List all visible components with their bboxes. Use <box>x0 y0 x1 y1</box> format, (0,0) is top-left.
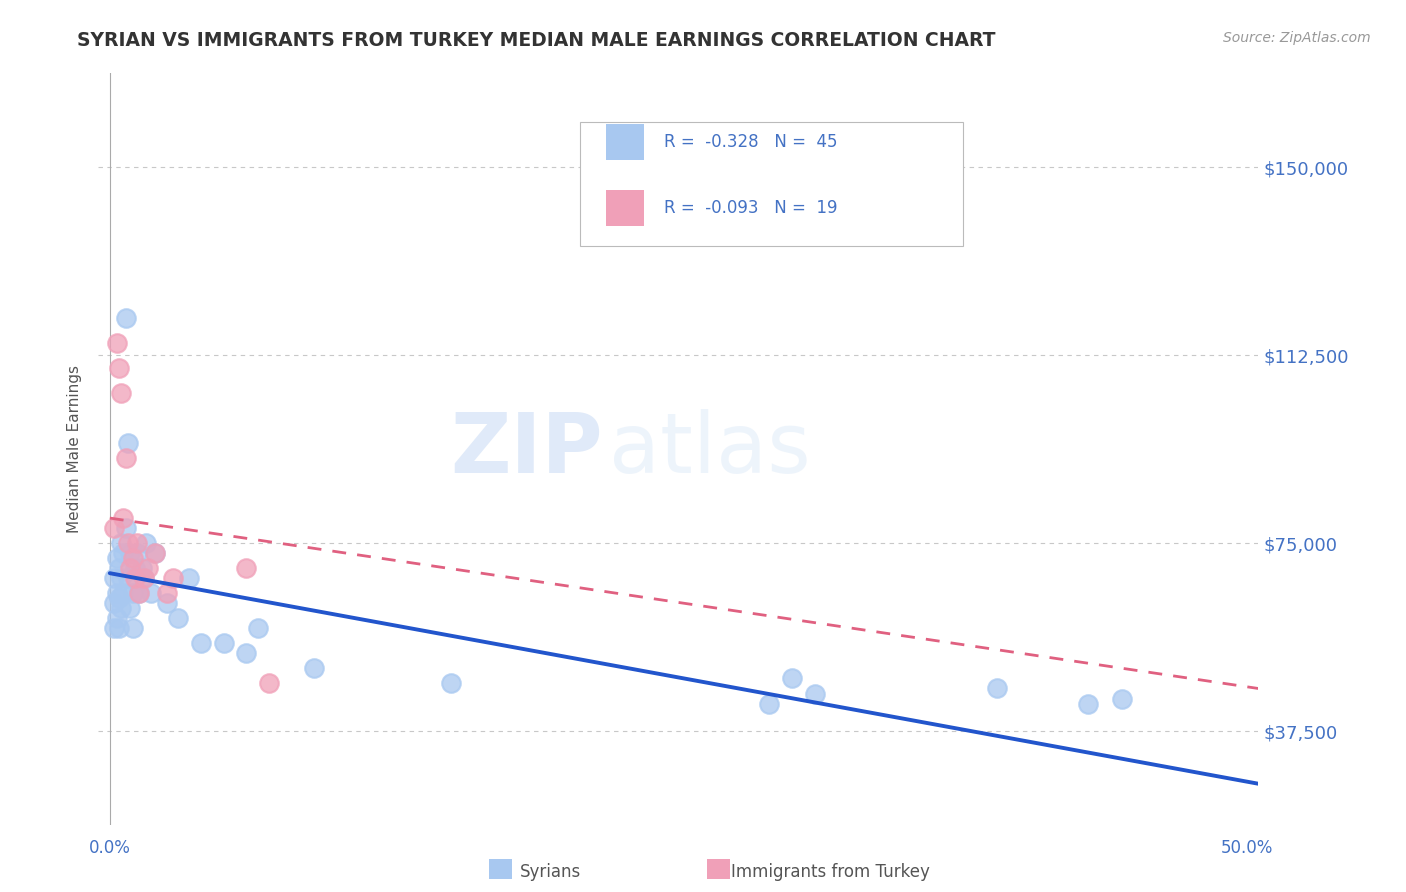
Point <box>440 676 463 690</box>
Text: Source: ZipAtlas.com: Source: ZipAtlas.com <box>1223 31 1371 45</box>
Text: Syrians: Syrians <box>520 863 582 881</box>
Point <box>758 697 780 711</box>
Point <box>304 661 326 675</box>
Point <box>117 536 139 550</box>
Point <box>143 546 166 560</box>
Point <box>804 686 827 700</box>
Point <box>110 571 132 585</box>
Point <box>108 360 131 375</box>
Point <box>1077 697 1099 711</box>
Point <box>128 586 150 600</box>
Point <box>121 551 143 566</box>
Point <box>110 536 132 550</box>
Point <box>143 546 166 560</box>
Point <box>179 571 201 585</box>
Point <box>139 586 162 600</box>
Text: SYRIAN VS IMMIGRANTS FROM TURKEY MEDIAN MALE EARNINGS CORRELATION CHART: SYRIAN VS IMMIGRANTS FROM TURKEY MEDIAN … <box>77 31 995 50</box>
Bar <box>606 190 644 226</box>
Point <box>235 561 257 575</box>
Bar <box>707 859 730 879</box>
Point <box>132 571 155 585</box>
Point <box>986 681 1008 696</box>
Point <box>105 551 128 566</box>
Point <box>108 621 131 635</box>
Point <box>108 561 131 575</box>
Point <box>114 521 136 535</box>
Point <box>257 676 280 690</box>
Point <box>103 521 125 535</box>
Point <box>117 435 139 450</box>
Point <box>127 546 149 560</box>
Point <box>128 586 150 600</box>
Y-axis label: Median Male Earnings: Median Male Earnings <box>67 365 83 533</box>
Text: R =  -0.328   N =  45: R = -0.328 N = 45 <box>665 133 838 151</box>
Point <box>120 546 142 560</box>
Point <box>117 571 139 585</box>
Point <box>124 561 146 575</box>
Text: ZIP: ZIP <box>450 409 603 490</box>
Point <box>131 561 153 575</box>
Point <box>132 571 155 585</box>
Point <box>121 621 143 635</box>
Point <box>156 596 179 610</box>
Point <box>112 546 135 560</box>
Point <box>105 611 128 625</box>
Point <box>135 536 157 550</box>
Bar <box>606 123 644 160</box>
Point <box>246 621 269 635</box>
Point <box>120 561 142 575</box>
Point <box>127 536 149 550</box>
Point <box>103 571 125 585</box>
Point <box>114 310 136 325</box>
Text: R =  -0.093   N =  19: R = -0.093 N = 19 <box>665 199 838 217</box>
Point <box>114 450 136 465</box>
Point <box>105 335 128 350</box>
Point <box>112 586 135 600</box>
Text: atlas: atlas <box>609 409 810 490</box>
Point <box>110 385 132 400</box>
Point <box>212 636 235 650</box>
Point <box>190 636 212 650</box>
Point <box>121 586 143 600</box>
Point <box>112 511 135 525</box>
FancyBboxPatch shape <box>579 122 963 246</box>
Point <box>105 586 128 600</box>
Point <box>103 596 125 610</box>
Point <box>103 621 125 635</box>
Text: Immigrants from Turkey: Immigrants from Turkey <box>731 863 929 881</box>
Bar <box>489 859 512 879</box>
Point <box>235 647 257 661</box>
Point <box>120 601 142 615</box>
Point <box>156 586 179 600</box>
Point <box>110 601 132 615</box>
Point <box>138 561 160 575</box>
Point <box>1111 691 1133 706</box>
Point <box>780 672 803 686</box>
Point <box>167 611 190 625</box>
Point <box>108 591 131 606</box>
Point <box>124 571 146 585</box>
Point <box>162 571 184 585</box>
